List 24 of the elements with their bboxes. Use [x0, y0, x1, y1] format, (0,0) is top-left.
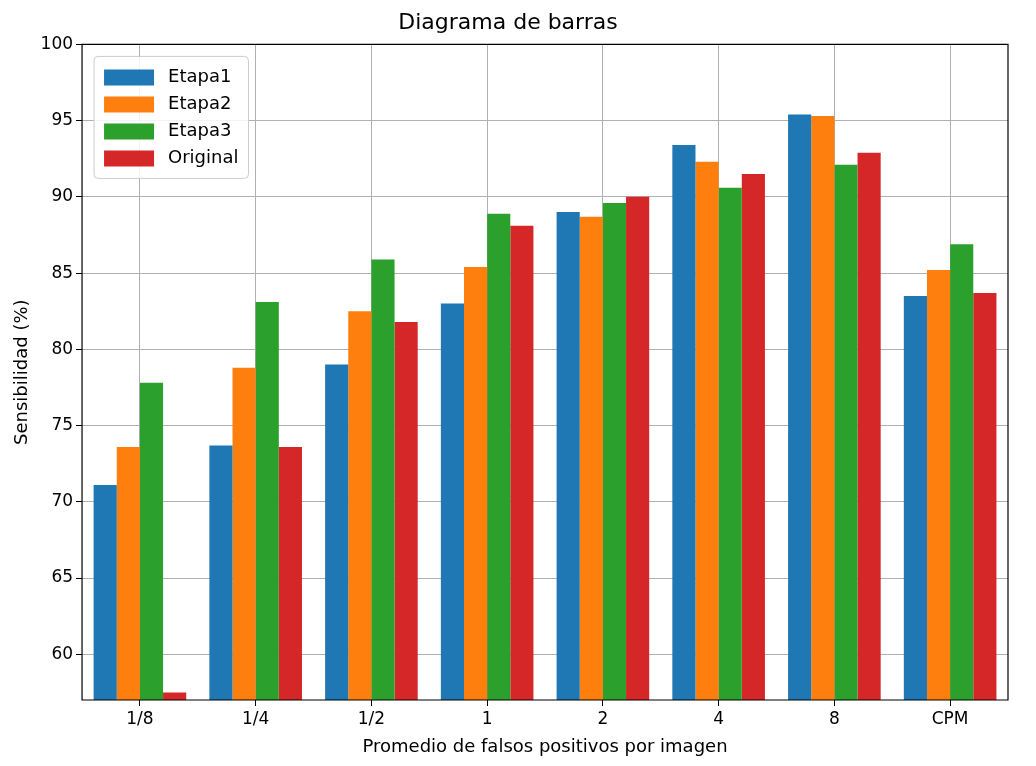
chart-title: Diagrama de barras — [398, 8, 618, 34]
y-tick-label: 100 — [40, 32, 74, 53]
x-tick-label: 8 — [828, 707, 840, 728]
legend-label: Etapa1 — [168, 65, 232, 87]
y-tick-label: 85 — [51, 261, 74, 282]
x-tick-label: 1 — [481, 707, 493, 728]
legend-label: Etapa2 — [168, 92, 232, 114]
y-tick-label: 60 — [51, 642, 74, 663]
x-tick-label: 1/4 — [241, 707, 270, 728]
y-tick-label: 80 — [51, 337, 74, 358]
y-tick-label: 90 — [51, 185, 74, 206]
x-tick-label: 4 — [713, 707, 725, 728]
x-tick-label: 1/8 — [126, 707, 154, 728]
y-axis-title: Sensibilidad (%) — [10, 299, 32, 445]
y-tick-label: 75 — [51, 413, 74, 434]
x-tick-label: 1/2 — [357, 707, 386, 728]
x-axis-title: Promedio de falsos positivos por imagen — [362, 734, 728, 756]
y-tick-label: 95 — [51, 109, 74, 130]
legend-label: Original — [168, 146, 239, 168]
y-tick-label: 70 — [51, 490, 74, 511]
legend-label: Etapa3 — [168, 119, 232, 141]
y-tick-label: 65 — [51, 566, 74, 587]
x-tick-label: CPM — [931, 707, 969, 728]
x-tick-label: 2 — [597, 707, 609, 728]
